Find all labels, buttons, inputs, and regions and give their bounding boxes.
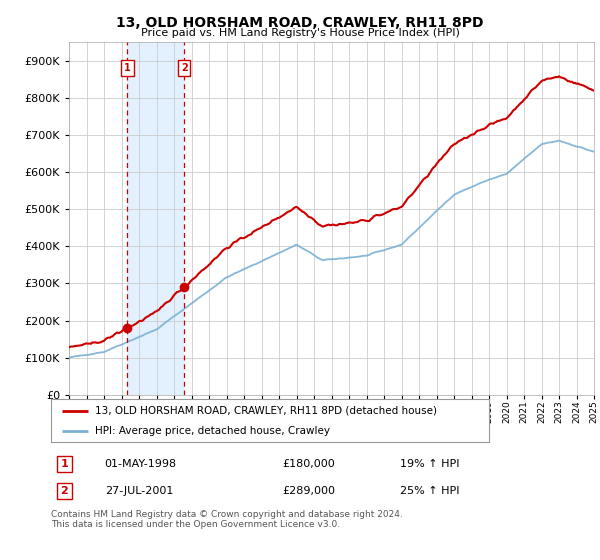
Text: 13, OLD HORSHAM ROAD, CRAWLEY, RH11 8PD (detached house): 13, OLD HORSHAM ROAD, CRAWLEY, RH11 8PD … xyxy=(95,405,437,416)
Text: 01-MAY-1998: 01-MAY-1998 xyxy=(105,459,177,469)
Text: 19% ↑ HPI: 19% ↑ HPI xyxy=(400,459,460,469)
Text: 1: 1 xyxy=(124,63,131,73)
Text: 2: 2 xyxy=(181,63,188,73)
Text: 25% ↑ HPI: 25% ↑ HPI xyxy=(400,486,460,496)
Text: 13, OLD HORSHAM ROAD, CRAWLEY, RH11 8PD: 13, OLD HORSHAM ROAD, CRAWLEY, RH11 8PD xyxy=(116,16,484,30)
Bar xyxy=(127,42,184,395)
Text: £289,000: £289,000 xyxy=(282,486,335,496)
Text: HPI: Average price, detached house, Crawley: HPI: Average price, detached house, Craw… xyxy=(95,426,330,436)
Text: 2: 2 xyxy=(61,486,68,496)
Text: £180,000: £180,000 xyxy=(282,459,335,469)
Text: 1: 1 xyxy=(61,459,68,469)
Text: Price paid vs. HM Land Registry's House Price Index (HPI): Price paid vs. HM Land Registry's House … xyxy=(140,28,460,38)
Text: Contains HM Land Registry data © Crown copyright and database right 2024.
This d: Contains HM Land Registry data © Crown c… xyxy=(51,510,403,529)
Text: 27-JUL-2001: 27-JUL-2001 xyxy=(105,486,173,496)
